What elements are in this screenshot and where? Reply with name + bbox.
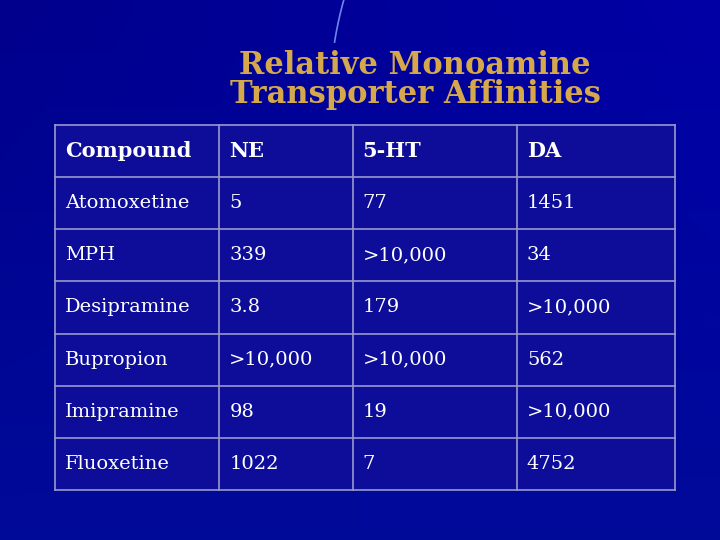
Text: >10,000: >10,000	[527, 403, 611, 421]
Text: >10,000: >10,000	[363, 246, 447, 265]
Text: 4752: 4752	[527, 455, 577, 473]
Text: 34: 34	[527, 246, 552, 265]
Text: Relative Monoamine: Relative Monoamine	[239, 50, 591, 80]
Text: 98: 98	[229, 403, 254, 421]
Text: 1022: 1022	[229, 455, 279, 473]
Text: Desipramine: Desipramine	[65, 299, 191, 316]
Text: MPH: MPH	[65, 246, 115, 265]
Text: >10,000: >10,000	[229, 350, 314, 369]
Text: 5-HT: 5-HT	[363, 141, 421, 161]
Text: NE: NE	[229, 141, 264, 161]
Text: Imipramine: Imipramine	[65, 403, 179, 421]
Text: Fluoxetine: Fluoxetine	[65, 455, 170, 473]
Text: >10,000: >10,000	[363, 350, 447, 369]
Text: 5: 5	[229, 194, 242, 212]
Text: 562: 562	[527, 350, 564, 369]
Bar	[55, 125, 675, 490]
Text: 3.8: 3.8	[229, 299, 261, 316]
Text: Atomoxetine: Atomoxetine	[65, 194, 189, 212]
Text: Compound: Compound	[65, 141, 192, 161]
Text: Bupropion: Bupropion	[65, 350, 168, 369]
Text: 179: 179	[363, 299, 400, 316]
Text: DA: DA	[527, 141, 561, 161]
Text: 19: 19	[363, 403, 387, 421]
Text: 77: 77	[363, 194, 387, 212]
Text: Transporter Affinities: Transporter Affinities	[230, 79, 600, 111]
Text: 1451: 1451	[527, 194, 577, 212]
Text: >10,000: >10,000	[527, 299, 611, 316]
Text: 339: 339	[229, 246, 267, 265]
Text: 7: 7	[363, 455, 375, 473]
